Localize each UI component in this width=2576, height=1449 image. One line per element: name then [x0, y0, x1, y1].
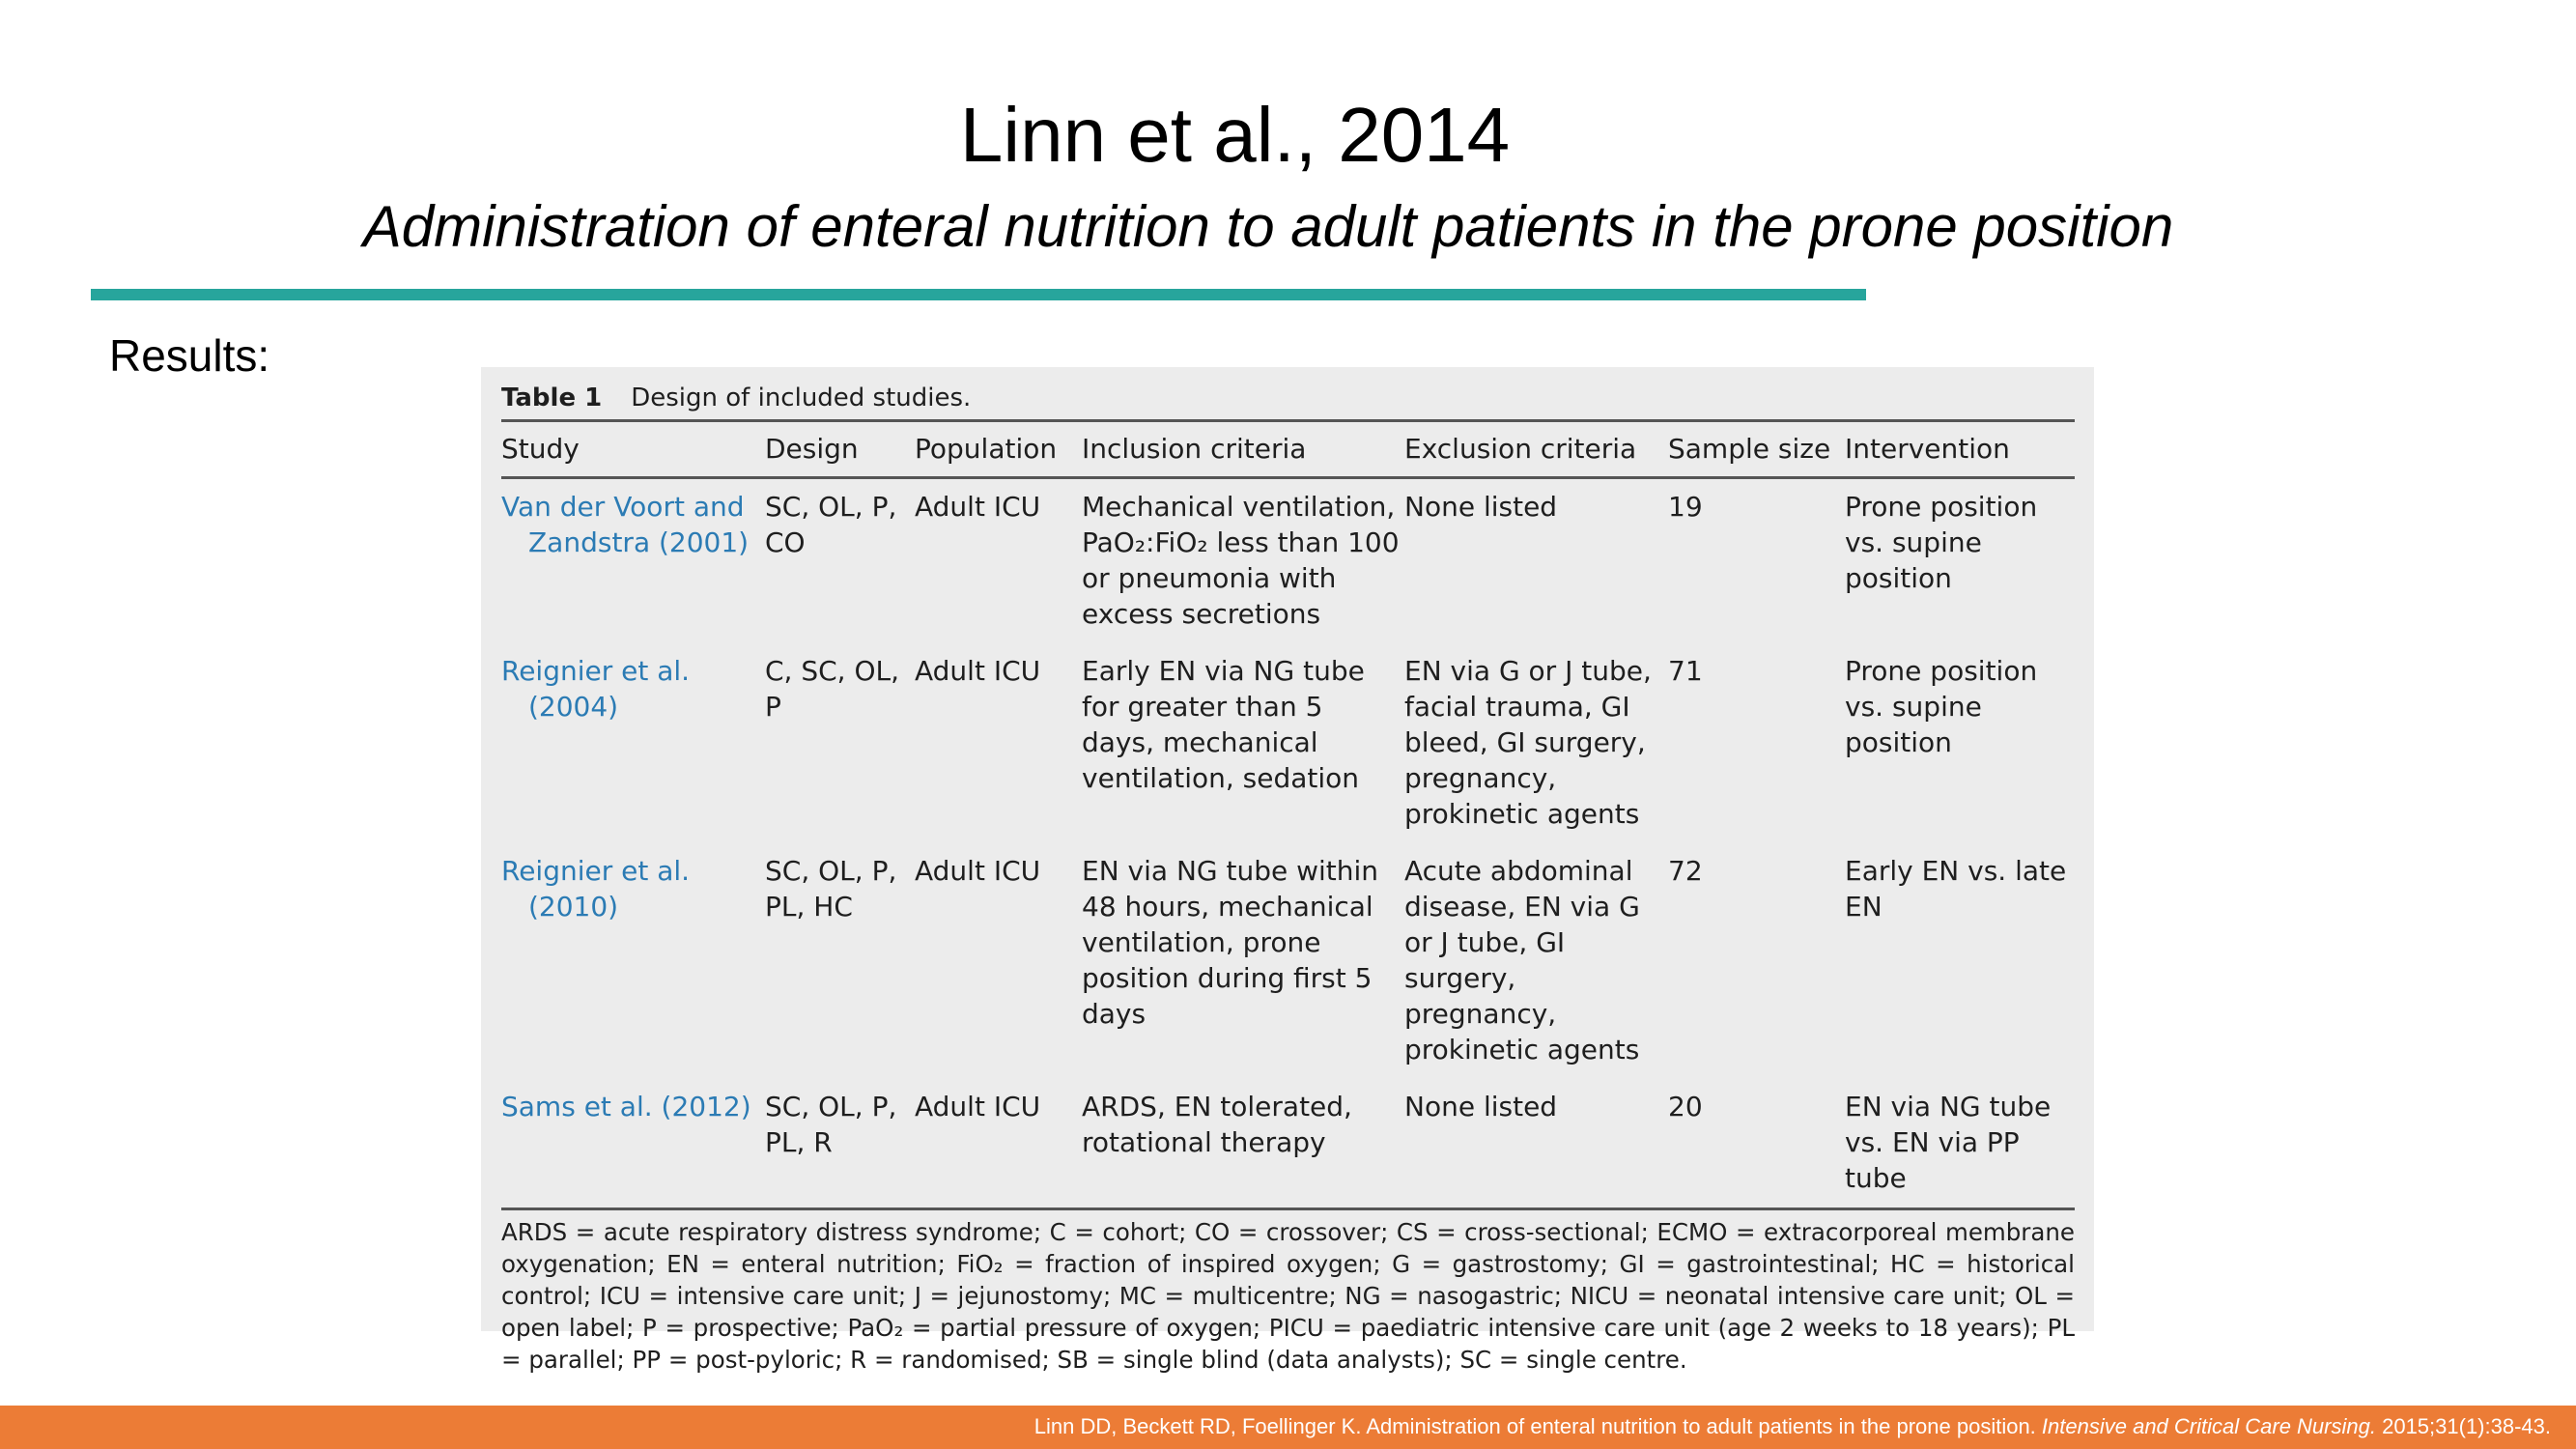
- study-cell: Reignier et al. (2004): [501, 643, 765, 843]
- study-name: Sams et al. (2012): [501, 1091, 751, 1122]
- sample-size-cell: 71: [1668, 655, 1703, 687]
- intervention-cell: Prone position vs. supine position: [1845, 491, 2038, 594]
- column-header: Intervention: [1845, 419, 2075, 479]
- inclusion-cell: Mechanical ventilation, PaO₂:FiO₂ less t…: [1082, 491, 1400, 630]
- sample-size-cell: 72: [1668, 855, 1703, 887]
- sample-size-cell: 19: [1668, 491, 1703, 523]
- intervention-cell: Prone position vs. supine position: [1845, 655, 2038, 758]
- table-caption-text: Design of included studies.: [631, 384, 972, 412]
- table-row: Sams et al. (2012) SC, OL, P, PL, R Adul…: [501, 1079, 2075, 1210]
- intervention-cell: EN via NG tube vs. EN via PP tube: [1845, 1079, 2075, 1210]
- population-cell: Adult ICU: [915, 1079, 1082, 1210]
- table-caption: Table 1 Design of included studies.: [501, 381, 2075, 419]
- study-cell: Van der Voort and Zandstra (2001): [501, 478, 765, 644]
- column-header: Sample size: [1668, 419, 1845, 479]
- column-header: Inclusion criteria: [1082, 419, 1404, 479]
- table-row: Van der Voort and Zandstra (2001) SC, OL…: [501, 478, 2075, 644]
- exclusion-cell: EN via G or J tube, facial trauma, GI bl…: [1404, 655, 1652, 830]
- inclusion-cell: Early EN via NG tube for greater than 5 …: [1082, 655, 1365, 794]
- study-cell: Sams et al. (2012): [501, 1079, 765, 1210]
- accent-divider: [91, 289, 1866, 300]
- design-cell: SC, OL, P, PL, HC: [765, 855, 897, 923]
- design-cell: C, SC, OL, P: [765, 655, 900, 723]
- table-image: Table 1 Design of included studies. Study…: [481, 367, 2094, 1374]
- exclusion-cell: None listed: [1404, 1079, 1668, 1210]
- table-row: Reignier et al. (2010) SC, OL, P, PL, HC…: [501, 843, 2075, 1079]
- table-footnote: ARDS = acute respiratory distress syndro…: [501, 1218, 2075, 1374]
- intervention-cell: Early EN vs. late EN: [1845, 855, 2067, 923]
- slide-title: Linn et al., 2014: [959, 92, 1511, 178]
- table-header-row: Study Design Population Inclusion criter…: [501, 419, 2075, 479]
- population-cell: Adult ICU: [915, 655, 1041, 687]
- column-header: Exclusion criteria: [1404, 419, 1668, 479]
- inclusion-cell: EN via NG tube within 48 hours, mechanic…: [1082, 855, 1379, 1030]
- citation-volume: 2015;31(1):38-43.: [2382, 1414, 2551, 1438]
- footer-citation: Linn DD, Beckett RD, Foellinger K. Admin…: [1034, 1411, 2551, 1442]
- slide-subtitle: Administration of enteral nutrition to a…: [362, 194, 2174, 259]
- table-row: Reignier et al. (2004) C, SC, OL, P Adul…: [501, 643, 2075, 843]
- study-name: Reignier et al. (2010): [501, 855, 691, 923]
- inclusion-cell: ARDS, EN tolerated, rotational therapy: [1082, 1079, 1404, 1210]
- sample-size-cell: 20: [1668, 1079, 1845, 1210]
- studies-table: Study Design Population Inclusion criter…: [501, 419, 2075, 1210]
- section-label: Results:: [109, 330, 270, 381]
- footer-bar: Linn DD, Beckett RD, Foellinger K. Admin…: [0, 1406, 2576, 1449]
- population-cell: Adult ICU: [915, 855, 1041, 887]
- table-caption-label: Table 1: [501, 384, 603, 412]
- study-name: Van der Voort and Zandstra (2001): [501, 491, 750, 558]
- design-cell: SC, OL, P, PL, R: [765, 1079, 915, 1210]
- citation-journal: Intensive and Critical Care Nursing.: [2041, 1414, 2376, 1438]
- population-cell: Adult ICU: [915, 491, 1041, 523]
- column-header: Design: [765, 419, 915, 479]
- column-header: Population: [915, 419, 1082, 479]
- citation-text: Linn DD, Beckett RD, Foellinger K. Admin…: [1033, 1414, 2036, 1438]
- exclusion-cell: Acute abdominal disease, EN via G or J t…: [1404, 855, 1640, 1065]
- column-header: Study: [501, 419, 765, 479]
- design-cell: SC, OL, P, CO: [765, 491, 897, 558]
- study-cell: Reignier et al. (2010): [501, 843, 765, 1079]
- exclusion-cell: None listed: [1404, 491, 1558, 523]
- study-name: Reignier et al. (2004): [501, 655, 691, 723]
